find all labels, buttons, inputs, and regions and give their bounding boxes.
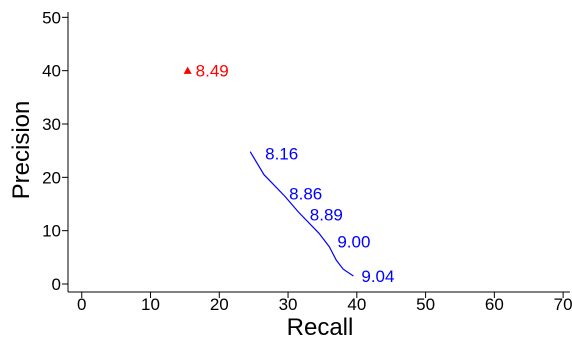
- series-line: [249, 151, 354, 277]
- data-point-label: 8.49: [196, 62, 229, 81]
- y-axis-title: Precision: [8, 101, 35, 200]
- y-tick-label: 30: [42, 115, 61, 134]
- x-tick-label: 60: [485, 295, 504, 314]
- y-tick-label: 50: [42, 8, 61, 27]
- y-tick-label: 40: [42, 62, 61, 81]
- triangle-marker: [183, 66, 192, 74]
- data-point-label: 8.16: [265, 144, 298, 163]
- x-axis-title: Recall: [287, 314, 354, 338]
- x-tick-label: 20: [210, 295, 229, 314]
- y-tick-label: 0: [52, 275, 61, 294]
- x-tick-label: 40: [347, 295, 366, 314]
- x-tick-label: 50: [416, 295, 435, 314]
- data-point-label: 9.04: [361, 267, 394, 286]
- y-tick-label: 20: [42, 168, 61, 187]
- x-tick-label: 0: [77, 295, 86, 314]
- data-point-label: 9.00: [337, 232, 370, 251]
- axes: 0 10 20 30 40 50 60 70 0 10 20 30 40 50: [42, 8, 572, 314]
- y-tick-label: 10: [42, 222, 61, 241]
- data-point-label: 8.86: [289, 184, 322, 203]
- x-tick-label: 10: [141, 295, 160, 314]
- x-tick-label: 70: [554, 295, 572, 314]
- x-tick-label: 30: [279, 295, 298, 314]
- data-marks: 8.49 8.16 8.86 8.89 9.00 9.04: [183, 62, 394, 286]
- data-point-label: 8.89: [310, 206, 343, 225]
